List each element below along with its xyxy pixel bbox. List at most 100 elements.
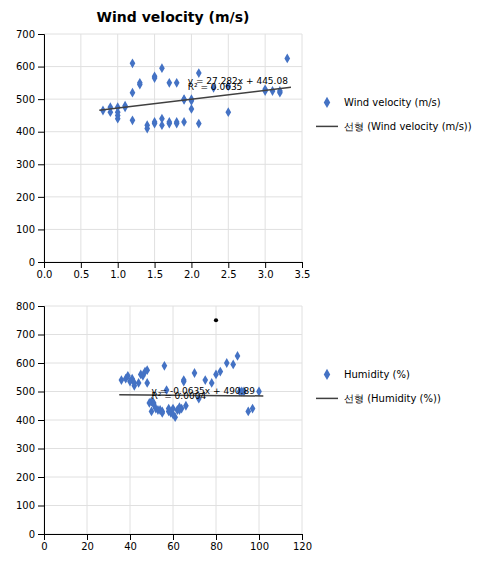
grid-line-y [44, 196, 302, 197]
x-tick-label: 0.0 [37, 269, 53, 280]
grid-line-y [44, 505, 302, 506]
scatter-point [144, 378, 150, 388]
x-tick: 1.0 [110, 262, 126, 280]
x-tick: 2.5 [221, 262, 237, 280]
y-tick-label: 0 [29, 529, 35, 540]
scatter-point [196, 119, 202, 129]
scatter-point [174, 119, 180, 129]
y-tick-label: 500 [16, 386, 35, 397]
scatter-point [262, 84, 268, 94]
y-tick: 100 [16, 500, 44, 511]
grid-line-x [154, 34, 155, 262]
x-tick: 120 [293, 534, 312, 552]
grid-line-x [302, 34, 303, 262]
y-tick-mark [38, 449, 44, 450]
scatter-point [152, 73, 158, 83]
y-tick-mark [38, 132, 44, 133]
y-tick: 700 [16, 29, 44, 40]
y-tick: 600 [16, 358, 44, 369]
x-tick-mark [173, 534, 174, 540]
x-tick-label: 80 [210, 541, 223, 552]
scatter-point [202, 375, 208, 385]
scatter-point [166, 78, 172, 88]
x-tick: 20 [81, 534, 94, 552]
y-tick-mark [38, 306, 44, 307]
legend-label: 선형 (Humidity (%)) [344, 393, 441, 404]
x-tick-label: 0 [41, 541, 47, 552]
x-tick: 0.5 [73, 262, 89, 280]
y-axis: 0100200300400500600700800 [16, 301, 45, 540]
panel: 0.00.51.01.52.02.53.03.50100200300400500… [16, 9, 472, 280]
y-tick-label: 0 [29, 257, 35, 268]
scatter-point [256, 387, 262, 397]
scatter-point [230, 360, 236, 370]
y-tick-mark [38, 262, 44, 263]
y-tick-label: 300 [16, 159, 35, 170]
y-tick-mark [38, 363, 44, 364]
scatter-point [115, 114, 121, 124]
y-tick-label: 700 [16, 329, 35, 340]
x-tick: 3.5 [295, 262, 311, 280]
y-tick-label: 100 [16, 224, 35, 235]
x-tick: 2.0 [184, 262, 200, 280]
x-tick-label: 100 [250, 541, 269, 552]
y-tick-label: 200 [16, 192, 35, 203]
scatter-point [181, 117, 187, 127]
scatter-point [137, 78, 143, 88]
x-tick: 0.0 [37, 262, 53, 280]
grid-line-y [44, 477, 302, 478]
y-tick: 300 [16, 159, 44, 170]
legend-label: 선형 (Wind velocity (m/s)) [344, 121, 472, 132]
legend-label: Wind velocity (m/s) [344, 97, 441, 108]
grid-line-y [44, 448, 302, 449]
y-tick-mark [38, 506, 44, 507]
y-tick: 800 [16, 301, 44, 312]
x-axis: 0 20 40 60 80 100 120 [41, 534, 312, 552]
x-tick: 100 [250, 534, 269, 552]
x-tick-mark [130, 534, 131, 540]
scatter-point [159, 63, 165, 73]
x-tick-label: 1.5 [147, 269, 163, 280]
legend-swatch [324, 369, 330, 380]
y-tick-mark [38, 420, 44, 421]
grid-line-y [44, 66, 302, 67]
grid [44, 34, 302, 262]
annotation: R² = 0.0635 [188, 82, 243, 92]
x-tick-label: 40 [124, 541, 137, 552]
marks [119, 318, 264, 422]
y-tick-label: 300 [16, 443, 35, 454]
x-tick-label: 60 [167, 541, 180, 552]
x-tick-label: 20 [81, 541, 94, 552]
y-tick: 0 [29, 257, 44, 268]
y-tick-mark [38, 477, 44, 478]
scatter-point [170, 404, 176, 414]
scatter-point [214, 318, 218, 322]
legend-swatch [324, 97, 330, 108]
scatter-point [284, 54, 290, 64]
y-axis: 0100200300400500600700 [16, 29, 45, 268]
y-tick-mark [38, 534, 44, 535]
y-tick-mark [38, 99, 44, 100]
grid-line-y [44, 131, 302, 132]
legend-label: Humidity (%) [344, 369, 410, 380]
y-tick-mark [38, 67, 44, 68]
y-axis-line [38, 307, 45, 535]
legend: Wind velocity (m/s) 선형 (Wind velocity (m/… [316, 97, 472, 132]
x-tick-label: 120 [293, 541, 312, 552]
x-tick-label: 2.5 [221, 269, 237, 280]
marks [99, 54, 291, 134]
x-tick-mark [216, 534, 217, 540]
x-tick: 80 [210, 534, 223, 552]
x-tick-mark [155, 262, 156, 268]
grid-line-y [44, 363, 302, 364]
scatter-point [250, 404, 256, 414]
scatter-point [162, 361, 168, 371]
scatter-point [130, 88, 136, 98]
scatter-point [224, 358, 230, 368]
x-tick-mark [302, 262, 303, 268]
x-tick-mark [265, 262, 266, 268]
grid-line-y [44, 420, 302, 421]
scatter-point [159, 408, 165, 418]
scatter-point [183, 401, 189, 411]
scatter-point [144, 124, 150, 134]
